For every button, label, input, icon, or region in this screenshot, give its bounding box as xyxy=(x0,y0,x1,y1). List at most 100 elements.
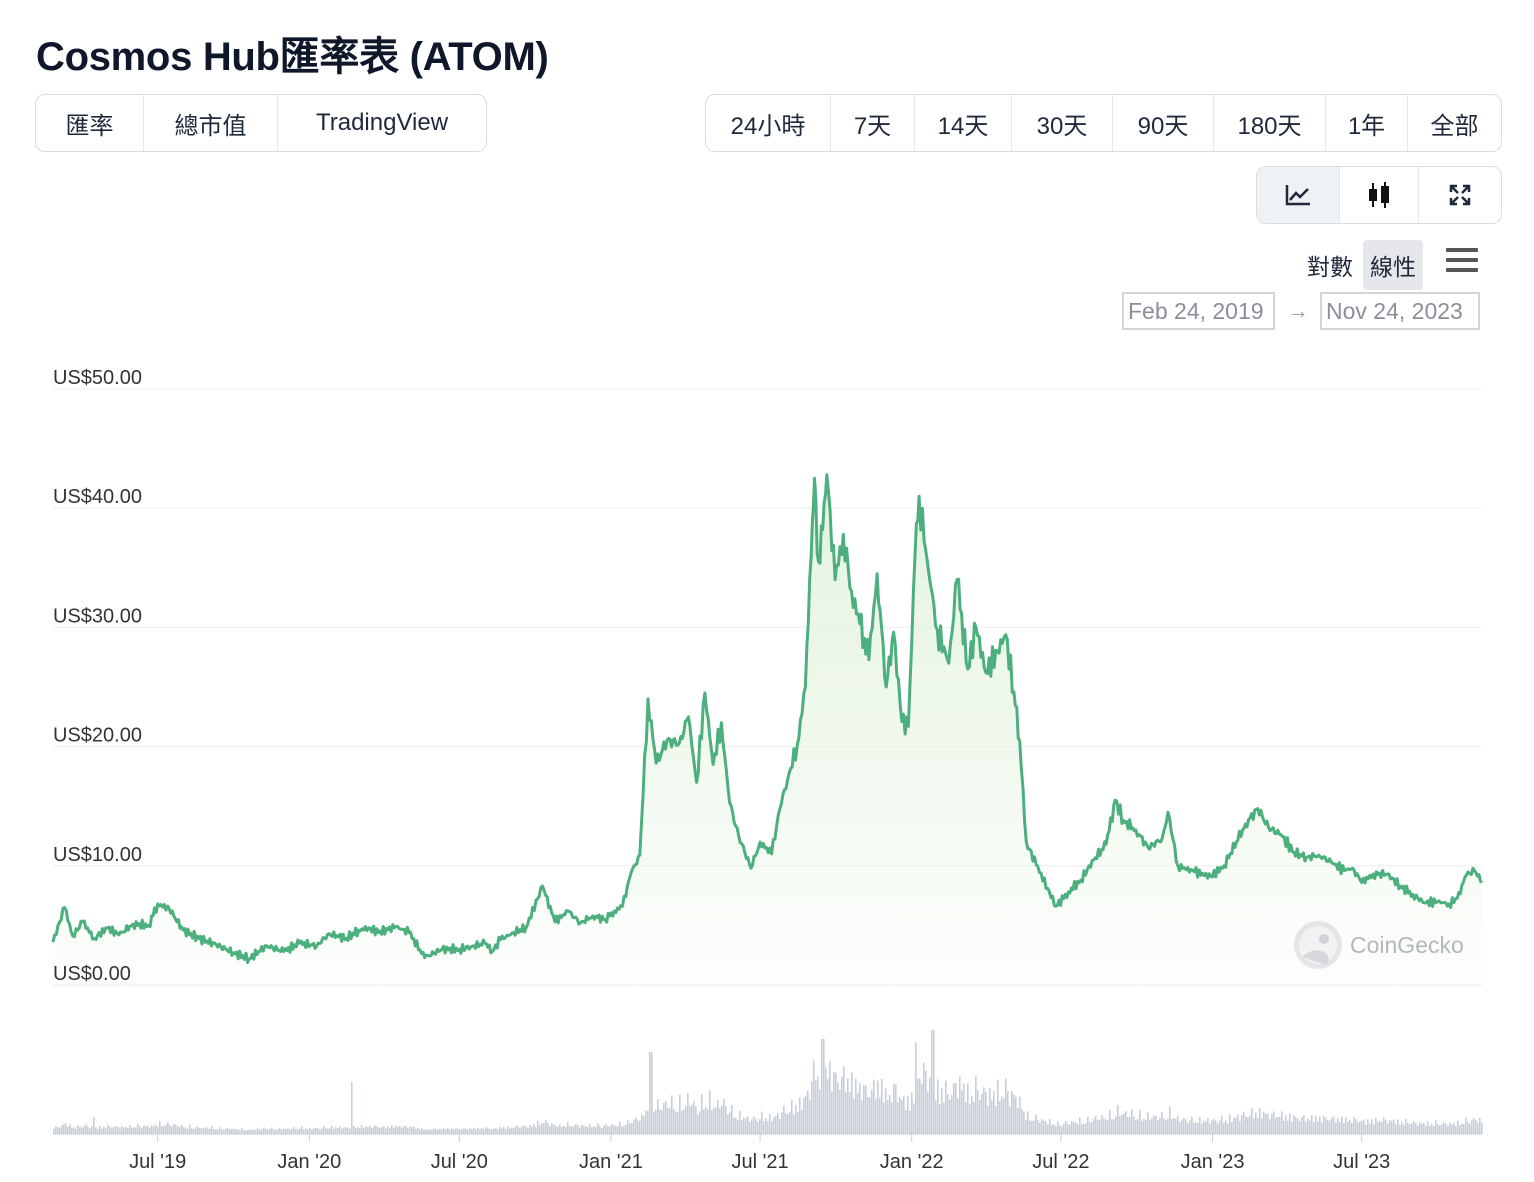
volume-bar xyxy=(1213,1118,1215,1134)
fullscreen-button[interactable] xyxy=(1419,167,1501,223)
linear-scale-option[interactable]: 線性 xyxy=(1363,240,1423,290)
volume-bar xyxy=(529,1124,531,1134)
tab-price[interactable]: 匯率 xyxy=(36,95,144,151)
volume-bar xyxy=(1099,1119,1101,1134)
volume-bar xyxy=(595,1127,597,1134)
log-scale-option[interactable]: 對數 xyxy=(1307,254,1353,280)
tab-tradingview[interactable]: TradingView xyxy=(315,109,449,136)
volume-bar xyxy=(1217,1123,1219,1134)
volume-bar xyxy=(1073,1122,1075,1134)
range-14d[interactable]: 14天 xyxy=(915,95,1012,151)
volume-bar xyxy=(767,1121,769,1134)
volume-bar xyxy=(1355,1119,1357,1134)
volume-bar xyxy=(1275,1118,1277,1134)
range-180d[interactable]: 180天 xyxy=(1214,95,1326,151)
volume-bar xyxy=(1145,1119,1147,1134)
price-area xyxy=(53,474,1482,985)
volume-bar xyxy=(815,1080,817,1134)
volume-bar xyxy=(441,1129,443,1134)
range-90d[interactable]: 90天 xyxy=(1113,95,1214,151)
volume-bar xyxy=(459,1129,461,1134)
volume-bar xyxy=(823,1039,825,1134)
volume-bar xyxy=(793,1114,795,1134)
volume-bar xyxy=(985,1091,987,1134)
volume-bar xyxy=(357,1126,359,1134)
volume-bar xyxy=(453,1129,455,1134)
volume-bar xyxy=(211,1126,213,1134)
volume-bar xyxy=(143,1125,145,1134)
volume-bar xyxy=(999,1101,1001,1134)
volume-bar xyxy=(1351,1122,1353,1134)
volume-bar xyxy=(1011,1090,1013,1134)
volume-bar xyxy=(1263,1111,1265,1134)
volume-bar xyxy=(365,1126,367,1134)
coingecko-watermark: CoinGecko xyxy=(1294,921,1464,969)
candlestick-button[interactable] xyxy=(1340,167,1419,223)
volume-bar xyxy=(797,1111,799,1134)
volume-bar xyxy=(817,1076,819,1134)
volume-bar xyxy=(253,1129,255,1134)
volume-bar xyxy=(517,1126,519,1134)
volume-bar xyxy=(1219,1120,1221,1134)
volume-bar xyxy=(609,1126,611,1134)
volume-bar xyxy=(483,1129,485,1134)
volume-bar xyxy=(1087,1116,1089,1134)
volume-bar xyxy=(1181,1120,1183,1134)
range-all[interactable]: 全部 xyxy=(1430,112,1479,140)
volume-bar xyxy=(429,1129,431,1134)
volume-bar xyxy=(917,1078,919,1134)
volume-bar xyxy=(731,1105,733,1134)
volume-bar xyxy=(1237,1114,1239,1134)
volume-bar xyxy=(1093,1119,1095,1134)
volume-bar xyxy=(967,1083,969,1134)
tab-market-cap[interactable]: 總市值 xyxy=(144,95,278,151)
volume-bar xyxy=(301,1126,303,1134)
end-date-input[interactable]: Nov 24, 2023 xyxy=(1320,292,1480,330)
y-tick-label: US$30.00 xyxy=(53,605,142,627)
volume-bar xyxy=(1321,1122,1323,1134)
volume-bar xyxy=(1027,1111,1029,1134)
volume-bar xyxy=(585,1125,587,1134)
y-tick-label: US$40.00 xyxy=(53,486,142,508)
volume-bar xyxy=(909,1110,911,1134)
volume-bar xyxy=(1441,1124,1443,1134)
volume-bar xyxy=(811,1081,813,1134)
volume-bar xyxy=(481,1128,483,1134)
range-7d[interactable]: 7天 xyxy=(831,95,915,151)
volume-bar xyxy=(1189,1120,1191,1134)
volume-bar xyxy=(369,1125,371,1134)
volume-bar xyxy=(1437,1124,1439,1134)
volume-bar xyxy=(303,1129,305,1134)
volume-bar xyxy=(107,1124,109,1134)
volume-bar xyxy=(805,1095,807,1134)
line-chart-button[interactable] xyxy=(1257,167,1340,223)
start-date-input[interactable]: Feb 24, 2019 xyxy=(1122,292,1275,330)
range-30d[interactable]: 30天 xyxy=(1012,95,1113,151)
volume-bar xyxy=(1211,1120,1213,1134)
volume-bar xyxy=(877,1080,879,1134)
volume-bar xyxy=(445,1129,447,1134)
volume-bar xyxy=(171,1126,173,1134)
watermark-text: CoinGecko xyxy=(1350,932,1464,958)
volume-bar xyxy=(1305,1121,1307,1134)
volume-bar xyxy=(1459,1125,1461,1134)
volume-bar xyxy=(617,1126,619,1134)
volume-bar xyxy=(693,1100,695,1134)
volume-bar xyxy=(1379,1121,1381,1134)
volume-bar xyxy=(751,1119,753,1134)
volume-bar xyxy=(1195,1122,1197,1134)
volume-bar xyxy=(1177,1115,1179,1134)
range-24h[interactable]: 24小時 xyxy=(706,95,831,151)
volume-bar xyxy=(1135,1119,1137,1134)
volume-bar xyxy=(57,1126,59,1134)
volume-bar xyxy=(479,1129,481,1134)
range-1y[interactable]: 1年 xyxy=(1326,95,1408,151)
menu-icon[interactable] xyxy=(1446,248,1478,272)
volume-bar xyxy=(1457,1120,1459,1134)
volume-bar xyxy=(1467,1121,1469,1134)
volume-bar xyxy=(115,1126,117,1134)
volume-bar xyxy=(1139,1109,1141,1134)
volume-bar xyxy=(127,1127,129,1134)
x-tick-label: Jan '22 xyxy=(880,1151,944,1173)
